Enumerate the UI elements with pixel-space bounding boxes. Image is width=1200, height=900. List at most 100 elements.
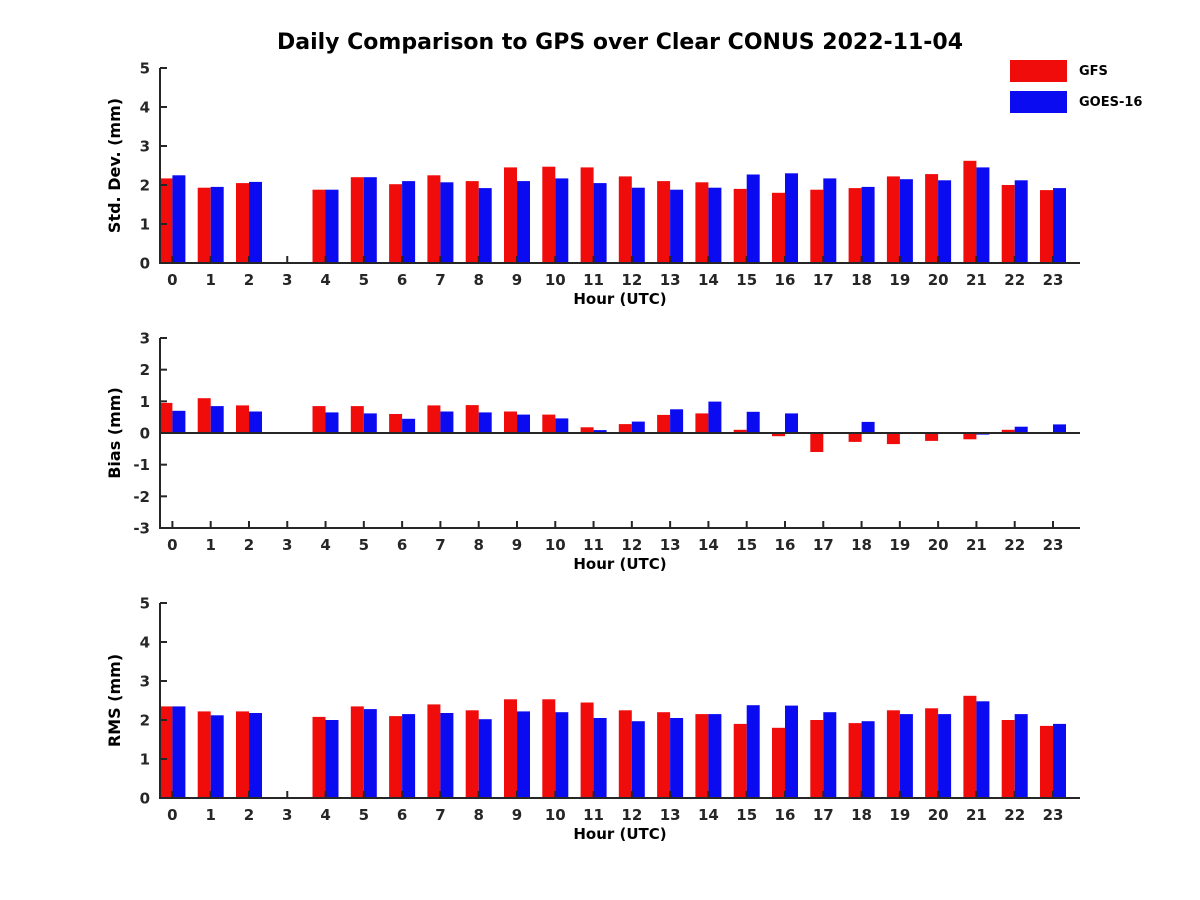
- gfs-bar: [504, 411, 517, 433]
- x-tick-label: 22: [1004, 806, 1025, 824]
- gfs-bar: [618, 710, 632, 799]
- goes16-bar: [670, 409, 684, 434]
- goes16-bar: [670, 189, 684, 263]
- x-tick-label: 14: [698, 271, 719, 289]
- y-tick-label: 5: [140, 60, 150, 78]
- x-tick-label: 20: [928, 806, 949, 824]
- gfs-bar: [350, 177, 364, 263]
- y-tick-label: 1: [140, 751, 150, 769]
- x-tick-label: 10: [545, 806, 566, 824]
- gfs-bar: [542, 699, 556, 798]
- gfs-bar: [925, 174, 939, 263]
- gfs-bar: [657, 181, 671, 263]
- x-tick-label: 20: [928, 536, 949, 554]
- goes16-bar: [478, 719, 492, 798]
- x-tick-label: 16: [775, 806, 796, 824]
- x-tick-label: 5: [359, 806, 369, 824]
- x-tick-label: 1: [205, 806, 215, 824]
- goes16-bar: [210, 186, 224, 263]
- goes16-bar: [1053, 188, 1066, 263]
- x-tick-label: 15: [736, 271, 757, 289]
- gfs-bar: [197, 187, 211, 263]
- x-tick-label: 6: [397, 806, 407, 824]
- gfs-bar: [963, 695, 977, 798]
- legend-item-goes16: GOES-16: [1010, 91, 1142, 113]
- rms-ylabel: RMS (mm): [105, 654, 124, 747]
- x-tick-label: 22: [1004, 271, 1025, 289]
- y-tick-label: -2: [133, 488, 150, 506]
- goes16-bar: [593, 718, 607, 798]
- stddev-series-gfs: [159, 160, 1053, 264]
- gfs-bar: [236, 183, 249, 263]
- y-tick-label: 5: [140, 595, 150, 613]
- goes16-bar: [402, 181, 416, 263]
- gfs-bar: [925, 433, 939, 441]
- y-tick-label: 0: [140, 425, 150, 443]
- rms-series-goes-16: [172, 701, 1066, 798]
- gfs-bar: [159, 706, 173, 798]
- x-tick-label: 9: [512, 271, 522, 289]
- gfs-bar: [848, 433, 862, 442]
- goes16-bar: [785, 705, 798, 798]
- y-tick-label: 2: [140, 712, 150, 730]
- gfs-bar: [504, 167, 517, 263]
- gfs-bar: [695, 182, 709, 263]
- x-tick-label: 8: [473, 806, 483, 824]
- goes16-bar: [402, 714, 416, 798]
- gfs-bar: [848, 188, 862, 263]
- gfs-bar: [236, 405, 249, 433]
- gfs-bar: [159, 178, 173, 263]
- gfs-bar: [772, 192, 785, 263]
- bias-series-gfs: [159, 398, 1015, 452]
- gfs-bar: [197, 711, 211, 798]
- gfs-bar: [350, 406, 364, 433]
- goes16-bar: [823, 178, 837, 263]
- goes16-color-swatch: [1010, 91, 1067, 113]
- legend-label-goes16: GOES-16: [1079, 94, 1143, 110]
- goes16-bar: [363, 413, 377, 433]
- gfs-bar: [427, 704, 441, 798]
- x-tick-label: 14: [698, 806, 719, 824]
- gfs-bar: [1040, 190, 1053, 263]
- x-tick-label: 16: [775, 271, 796, 289]
- x-tick-label: 5: [359, 536, 369, 554]
- goes16-bar: [555, 418, 569, 433]
- bias-ylabel: Bias (mm): [105, 387, 124, 479]
- x-tick-label: 18: [851, 806, 872, 824]
- figure-title: Daily Comparison to GPS over Clear CONUS…: [276, 30, 964, 55]
- x-tick-label: 13: [660, 536, 681, 554]
- stddev-series-goes-16: [172, 167, 1066, 264]
- x-tick-label: 21: [966, 806, 987, 824]
- gfs-bar: [810, 720, 824, 798]
- goes16-bar: [1014, 426, 1028, 433]
- goes16-bar: [249, 181, 262, 263]
- gfs-bar: [886, 433, 900, 445]
- x-tick-label: 16: [775, 536, 796, 554]
- x-tick-label: 2: [244, 271, 254, 289]
- gfs-bar: [427, 175, 441, 264]
- rms-xlabel: Hour (UTC): [573, 825, 666, 843]
- gfs-bar: [1001, 185, 1015, 263]
- goes16-bar: [631, 421, 645, 433]
- goes16-bar: [210, 715, 224, 798]
- x-tick-label: 8: [473, 271, 483, 289]
- gfs-bar: [1001, 429, 1015, 433]
- goes16-bar: [1053, 723, 1066, 798]
- bias-xlabel: Hour (UTC): [573, 555, 666, 573]
- goes16-bar: [823, 712, 837, 798]
- goes16-bar: [249, 411, 262, 433]
- x-tick-label: 9: [512, 536, 522, 554]
- gfs-bar: [810, 433, 824, 452]
- x-tick-label: 19: [889, 271, 910, 289]
- goes16-bar: [746, 174, 760, 263]
- y-tick-label: 3: [140, 138, 150, 156]
- x-tick-label: 2: [244, 536, 254, 554]
- y-tick-label: 2: [140, 361, 150, 379]
- gfs-bar: [350, 706, 364, 798]
- x-tick-label: 15: [736, 806, 757, 824]
- x-tick-label: 6: [397, 271, 407, 289]
- goes16-bar: [440, 182, 454, 263]
- gfs-bar: [542, 166, 556, 263]
- x-tick-label: 3: [282, 536, 292, 554]
